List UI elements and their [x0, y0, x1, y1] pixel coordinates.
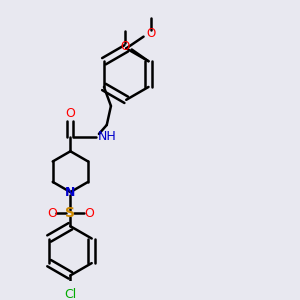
Text: Cl: Cl — [64, 288, 76, 300]
Text: O: O — [47, 207, 57, 220]
Text: O: O — [84, 207, 94, 220]
Text: N: N — [65, 186, 76, 199]
Text: NH: NH — [98, 130, 116, 143]
Text: O: O — [146, 27, 155, 40]
Text: S: S — [65, 206, 75, 220]
Text: O: O — [65, 107, 75, 120]
Text: O: O — [120, 40, 129, 53]
